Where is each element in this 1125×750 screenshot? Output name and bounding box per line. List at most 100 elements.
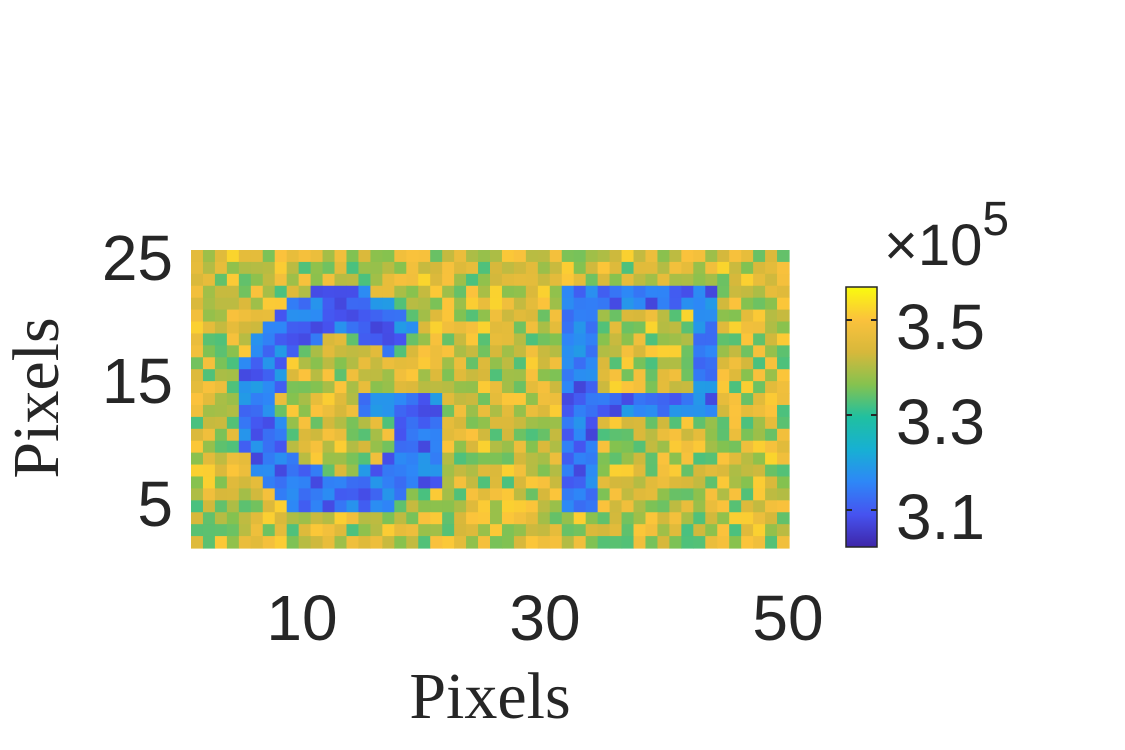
heatmap-cell xyxy=(238,428,252,442)
y-tick-label: 25 xyxy=(102,222,173,294)
heatmap-cell xyxy=(490,273,503,287)
heatmap-cell xyxy=(334,512,348,525)
heatmap-cell xyxy=(418,369,431,382)
heatmap-cell xyxy=(741,345,754,358)
heatmap-cell xyxy=(202,428,216,442)
heatmap-cell xyxy=(382,261,395,275)
heatmap-cell xyxy=(645,440,659,454)
heatmap-cell xyxy=(645,273,659,287)
heatmap-cell xyxy=(609,512,623,525)
heatmap-cell xyxy=(298,261,312,275)
heatmap-cell xyxy=(274,250,288,263)
heatmap-cell xyxy=(191,476,204,489)
heatmap-cell xyxy=(466,273,479,287)
heatmap-cell xyxy=(777,488,790,501)
heatmap-cell xyxy=(549,309,563,323)
heatmap-cell xyxy=(226,250,240,263)
heatmap-cell xyxy=(274,321,288,335)
heatmap-cell xyxy=(657,250,670,263)
heatmap-cell xyxy=(513,404,527,418)
heatmap-cell xyxy=(609,333,623,346)
heatmap-cell xyxy=(226,536,240,549)
heatmap-cell xyxy=(274,297,288,311)
heatmap-cell xyxy=(310,273,324,287)
heatmap-cell xyxy=(454,476,467,489)
heatmap-cell xyxy=(549,524,563,537)
heatmap-cell xyxy=(191,273,204,287)
heatmap-cell xyxy=(585,369,599,382)
heatmap-cell xyxy=(645,512,659,525)
heatmap-cell xyxy=(478,524,491,537)
heatmap-cell xyxy=(609,357,623,370)
heatmap-cell xyxy=(729,452,742,466)
heatmap-cell xyxy=(310,524,324,537)
heatmap-cell xyxy=(430,381,443,394)
heatmap-cell xyxy=(609,297,623,311)
heatmap-cell xyxy=(633,297,647,311)
heatmap-cell xyxy=(286,488,300,501)
heatmap-cell xyxy=(226,452,240,466)
heatmap-cell xyxy=(669,536,682,549)
heatmap-cell xyxy=(334,500,348,513)
heatmap-cell xyxy=(717,488,730,501)
heatmap-cell xyxy=(609,309,623,323)
heatmap-cell xyxy=(442,404,455,418)
heatmap-cell xyxy=(466,428,479,442)
heatmap-cell xyxy=(705,273,718,287)
heatmap-cell xyxy=(705,333,718,346)
heatmap-cell xyxy=(298,440,312,454)
heatmap-cell xyxy=(286,512,300,525)
heatmap-cell xyxy=(466,500,479,513)
heatmap-cell xyxy=(191,524,204,537)
heatmap-cell xyxy=(274,285,288,299)
heatmap-cell xyxy=(561,250,575,263)
heatmap-cell xyxy=(418,250,431,263)
heatmap-cell xyxy=(525,524,539,537)
heatmap-cell xyxy=(573,261,587,275)
heatmap-cell xyxy=(454,285,467,299)
heatmap-cell xyxy=(250,500,264,513)
heatmap-cell xyxy=(633,369,647,382)
x-tick-label: 10 xyxy=(266,582,337,654)
heatmap-cell xyxy=(681,476,694,489)
heatmap-cell xyxy=(621,440,635,454)
heatmap-cell xyxy=(585,381,599,394)
heatmap-cell xyxy=(501,416,515,430)
heatmap-cell xyxy=(250,524,264,537)
heatmap-cell xyxy=(705,524,718,537)
heatmap-cell xyxy=(466,452,479,466)
heatmap-cell xyxy=(513,273,527,287)
heatmap-cell xyxy=(549,440,563,454)
heatmap-cell xyxy=(513,488,527,501)
heatmap-cell xyxy=(298,416,312,430)
heatmap-cell xyxy=(561,273,575,287)
colorbar xyxy=(845,286,878,548)
heatmap-cell xyxy=(633,416,647,430)
heatmap-cell xyxy=(226,285,240,299)
heatmap-cell xyxy=(382,321,395,335)
heatmap-cell xyxy=(310,297,324,311)
heatmap-cell xyxy=(645,309,659,323)
heatmap-cell xyxy=(777,476,790,489)
heatmap-cell xyxy=(298,536,312,549)
heatmap-cell xyxy=(286,261,300,275)
heatmap-cell xyxy=(573,464,587,478)
heatmap-cell xyxy=(693,404,706,418)
heatmap-cell xyxy=(753,524,766,537)
heatmap-cell xyxy=(274,536,288,549)
heatmap-cell xyxy=(657,297,670,311)
heatmap-cell xyxy=(406,476,419,489)
heatmap-cell xyxy=(513,464,527,478)
heatmap-cell xyxy=(657,285,670,299)
heatmap-cell xyxy=(765,321,778,335)
heatmap-cell xyxy=(693,452,706,466)
heatmap-cell xyxy=(729,440,742,454)
heatmap-cell xyxy=(250,345,264,358)
heatmap-cell xyxy=(310,488,324,501)
heatmap-cell xyxy=(501,381,515,394)
heatmap-cell xyxy=(334,464,348,478)
x-axis-label: Pixels xyxy=(409,660,570,733)
heatmap-cell xyxy=(298,381,312,394)
heatmap-cell xyxy=(693,500,706,513)
heatmap-cell xyxy=(346,488,360,501)
